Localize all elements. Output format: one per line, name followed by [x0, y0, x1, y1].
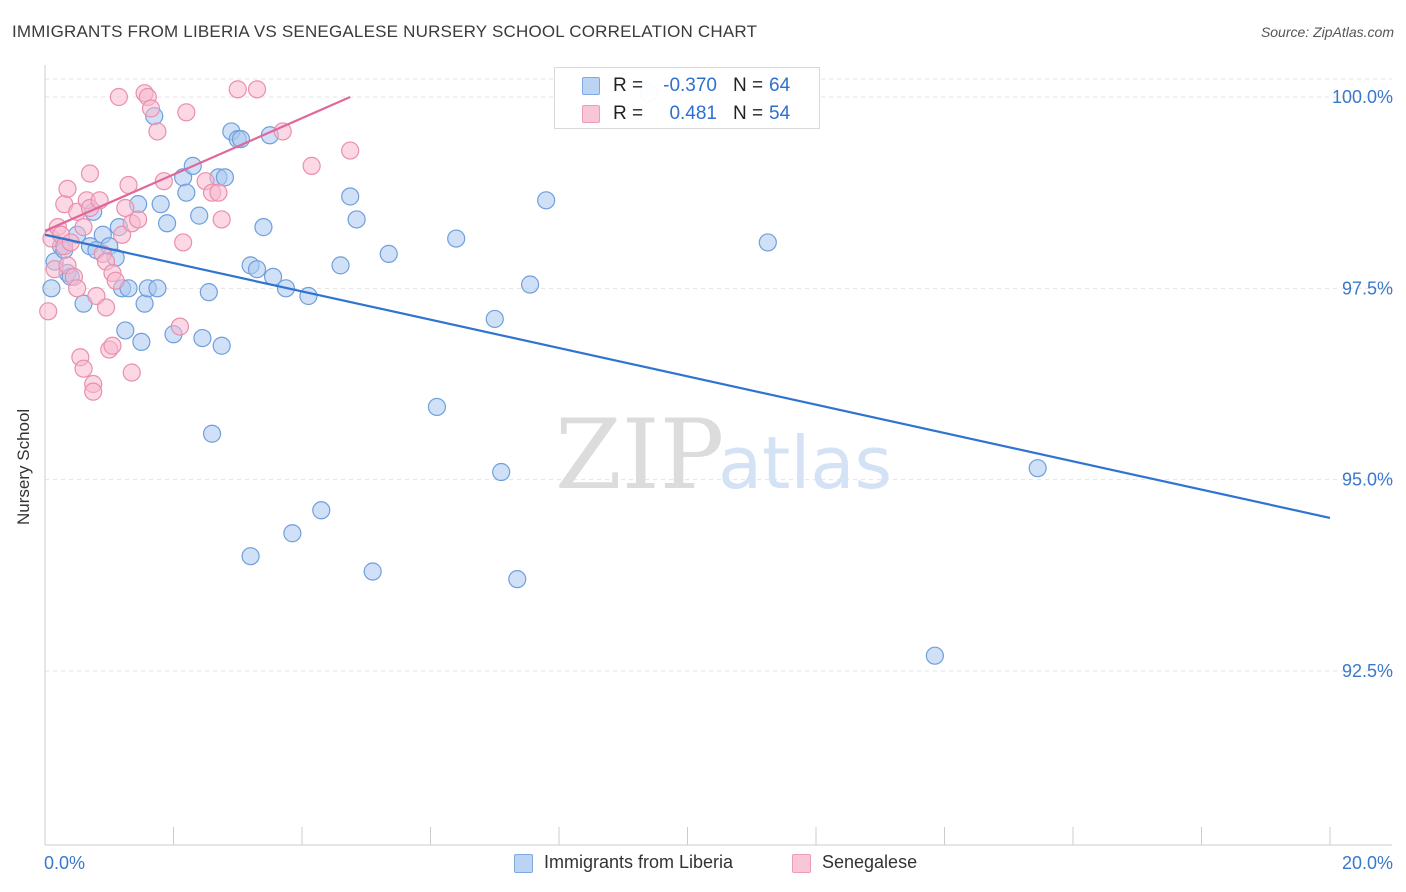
- senegalese-swatch: [582, 105, 600, 123]
- stats-row-senegalese: R = 0.481 N = 54: [555, 101, 821, 129]
- watermark: ZIP atlas: [555, 399, 892, 511]
- y-tick-label: 97.5%: [1342, 278, 1393, 298]
- liberia-point[interactable]: [254, 218, 273, 237]
- r-value: 0.481: [669, 103, 717, 124]
- liberia-point[interactable]: [193, 328, 212, 348]
- liberia-point[interactable]: [447, 229, 466, 248]
- liberia-trendline: [44, 233, 1331, 520]
- liberia-point[interactable]: [241, 547, 260, 566]
- liberia-legend-swatch: [514, 854, 533, 873]
- senegalese-point[interactable]: [116, 198, 135, 218]
- senegalese-point[interactable]: [106, 271, 125, 290]
- liberia-point[interactable]: [215, 168, 234, 187]
- liberia-point[interactable]: [116, 321, 135, 340]
- legend-label: Immigrants from Liberia: [544, 852, 734, 872]
- r-label: R =: [613, 75, 644, 96]
- senegalese-point[interactable]: [74, 359, 93, 378]
- liberia-point[interactable]: [508, 570, 527, 589]
- liberia-point[interactable]: [341, 187, 360, 206]
- liberia-point[interactable]: [132, 332, 151, 352]
- labels-layer: 92.5% 95.0% 97.5% 100.0% 0.0% 20.0%: [44, 87, 1393, 873]
- x-tick-label: 20.0%: [1342, 853, 1393, 873]
- liberia-point[interactable]: [537, 191, 556, 210]
- senegalese-point[interactable]: [302, 156, 321, 175]
- y-tick-label: 100.0%: [1332, 87, 1393, 107]
- liberia-point[interactable]: [177, 183, 196, 202]
- senegalese-point[interactable]: [103, 336, 122, 355]
- liberia-point[interactable]: [1028, 459, 1047, 478]
- liberia-point[interactable]: [283, 524, 302, 543]
- liberia-point[interactable]: [199, 283, 218, 302]
- senegalese-point[interactable]: [209, 183, 228, 202]
- n-value: 54: [769, 103, 791, 124]
- liberia-point[interactable]: [299, 286, 318, 306]
- senegalese-point[interactable]: [84, 382, 103, 401]
- senegalese-point[interactable]: [212, 210, 231, 229]
- senegalese-point[interactable]: [148, 122, 167, 141]
- senegalese-point[interactable]: [170, 317, 190, 336]
- liberia-point[interactable]: [190, 206, 209, 225]
- liberia-point[interactable]: [312, 501, 331, 520]
- r-label: R =: [613, 103, 644, 124]
- liberia-point[interactable]: [520, 275, 540, 294]
- y-axis-title: Nursery School: [14, 408, 33, 525]
- senegalese-point[interactable]: [68, 279, 87, 298]
- points-layer: [39, 80, 1047, 665]
- liberia-point[interactable]: [347, 210, 366, 229]
- liberia-point[interactable]: [212, 336, 231, 355]
- senegalese-point[interactable]: [341, 141, 360, 160]
- chart-title: IMMIGRANTS FROM LIBERIA VS SENEGALESE NU…: [12, 22, 758, 41]
- senegalese-point[interactable]: [96, 298, 116, 317]
- n-value: 64: [769, 75, 791, 96]
- liberia-point[interactable]: [427, 397, 447, 417]
- senegalese-point[interactable]: [247, 80, 267, 99]
- senegalese-point[interactable]: [80, 164, 100, 183]
- senegalese-legend-swatch: [792, 854, 811, 873]
- y-tick-label: 95.0%: [1342, 470, 1393, 490]
- liberia-swatch: [582, 77, 600, 95]
- liberia-point[interactable]: [925, 646, 944, 665]
- liberia-point[interactable]: [379, 244, 398, 263]
- liberia-point[interactable]: [247, 260, 267, 279]
- liberia-point[interactable]: [148, 279, 167, 298]
- senegalese-point[interactable]: [174, 233, 193, 252]
- watermark-zip: ZIP: [555, 399, 724, 511]
- senegalese-point[interactable]: [228, 80, 247, 99]
- y-tick-label: 92.5%: [1342, 661, 1393, 681]
- series-legend: Immigrants from Liberia Senegalese: [0, 852, 1406, 878]
- senegalese-point[interactable]: [141, 99, 161, 118]
- axis-layer: [44, 65, 1392, 846]
- legend-label: Senegalese: [822, 852, 918, 872]
- n-label: N =: [733, 103, 764, 124]
- x-tick-label: 0.0%: [44, 853, 85, 873]
- senegalese-trendline: [44, 95, 351, 232]
- stats-legend: R = -0.370 N = 64 R = 0.481 N = 54: [554, 67, 820, 129]
- liberia-point[interactable]: [135, 294, 154, 313]
- senegalese-point[interactable]: [129, 210, 148, 229]
- liberia-point[interactable]: [331, 256, 350, 275]
- liberia-point[interactable]: [485, 309, 504, 329]
- liberia-point[interactable]: [42, 279, 61, 298]
- liberia-point[interactable]: [758, 233, 777, 252]
- senegalese-point[interactable]: [109, 87, 128, 107]
- n-label: N =: [733, 75, 764, 96]
- r-value: -0.370: [663, 75, 717, 96]
- liberia-point[interactable]: [492, 462, 511, 482]
- senegalese-point[interactable]: [122, 363, 141, 382]
- watermark-atlas: atlas: [718, 421, 892, 505]
- grid-layer: [45, 78, 1392, 672]
- liberia-point[interactable]: [363, 562, 382, 581]
- senegalese-point[interactable]: [39, 302, 58, 321]
- senegalese-point[interactable]: [177, 103, 196, 122]
- chart-source: Source: ZipAtlas.com: [1260, 24, 1394, 40]
- liberia-point[interactable]: [202, 424, 222, 443]
- liberia-point[interactable]: [157, 214, 177, 233]
- senegalese-point[interactable]: [74, 218, 93, 237]
- trend-layer: [44, 95, 1331, 520]
- senegalese-point[interactable]: [58, 179, 77, 198]
- liberia-point[interactable]: [151, 195, 170, 214]
- stats-row-liberia: R = -0.370 N = 64: [555, 73, 821, 101]
